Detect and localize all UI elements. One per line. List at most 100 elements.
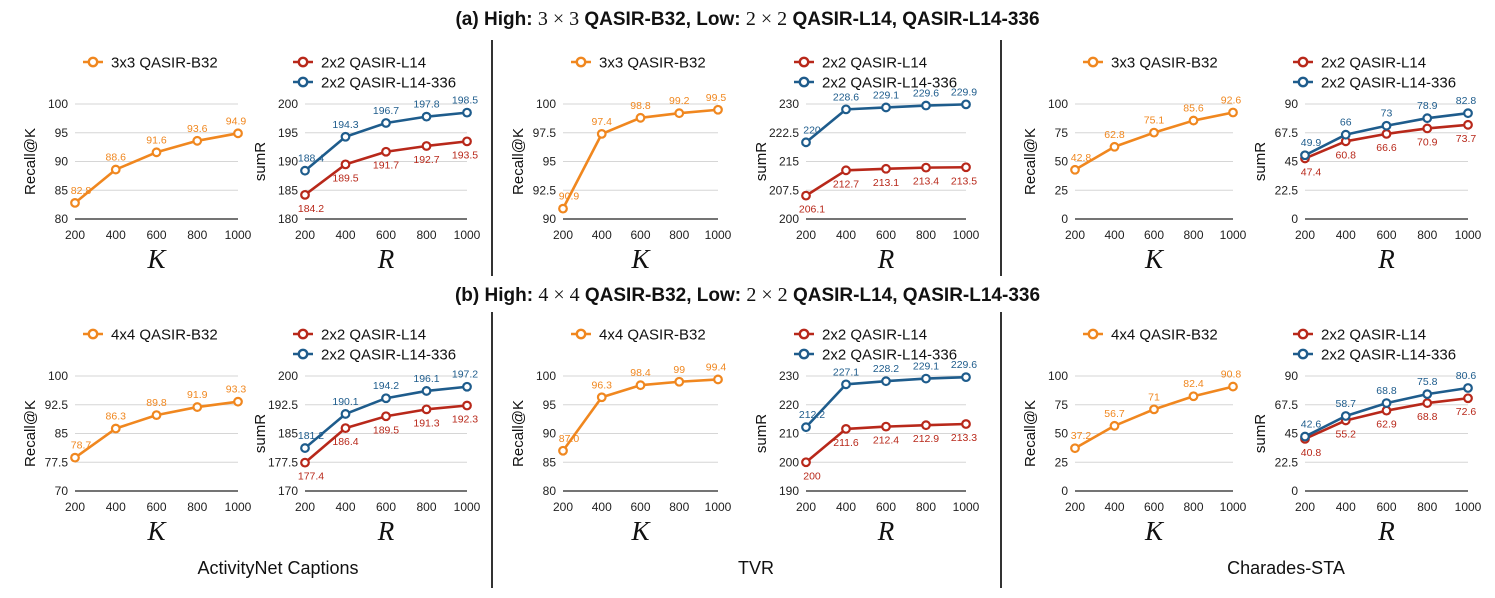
a-cha-r-series-0-label-2: 66.6 bbox=[1376, 142, 1397, 154]
b-cha-k-legend-label-0: 4x4 QASIR-B32 bbox=[1111, 327, 1218, 344]
b-tvr-k-series-0-point-4 bbox=[713, 374, 723, 385]
b-anet-k-ytick-0: 70 bbox=[55, 484, 69, 498]
a-anet-k-series-0-point-3 bbox=[192, 135, 203, 146]
a-cha-r-series-1-label-2: 73 bbox=[1381, 108, 1393, 120]
a-anet-k-series-0-label-3: 93.6 bbox=[187, 123, 208, 135]
b-anet-r-series-0-label-3: 191.3 bbox=[413, 417, 439, 429]
a-tvr-r-series-0-point-3 bbox=[921, 162, 931, 173]
b-tvr-r-xtick-0: 200 bbox=[796, 500, 816, 514]
b-cha-r-xtick-0: 200 bbox=[1295, 500, 1315, 514]
a-tvr-k-series-0-label-4: 99.5 bbox=[706, 92, 727, 104]
b-anet-r-xtick-1: 400 bbox=[335, 500, 355, 514]
b-tvr-k-legend-marker-0 bbox=[575, 328, 587, 340]
a-cha-r-series-0-label-0: 47.4 bbox=[1301, 166, 1322, 178]
divider-a-2 bbox=[1000, 40, 1002, 276]
b-tvr-r-legend-label-1: 2x2 QASIR-L14-336 bbox=[822, 347, 957, 364]
a-anet-k-xlabel: K bbox=[146, 244, 167, 274]
b-cha-r-ytick-4: 90 bbox=[1285, 369, 1299, 383]
a-cha-r-series-1-label-4: 82.8 bbox=[1456, 95, 1477, 107]
b-tvr-k-series-0-line bbox=[561, 378, 719, 452]
b-cha-k-legend-marker-0 bbox=[1087, 328, 1099, 340]
a-cha-r-xtick-2: 600 bbox=[1376, 228, 1396, 242]
a-anet-r-series-0-label-0: 184.2 bbox=[298, 203, 324, 215]
b-cha-k-ytick-1: 25 bbox=[1055, 455, 1069, 469]
a-anet-r-legend-label-0: 2x2 QASIR-L14 bbox=[321, 55, 426, 72]
b-anet-r-series-1-point-1 bbox=[340, 409, 351, 419]
a-tvr-k-ytick-0: 90 bbox=[543, 212, 557, 226]
a-cha-k-series-0-point-1 bbox=[1109, 141, 1120, 152]
a-cha-r-series-1-point-3 bbox=[1422, 113, 1433, 124]
a-cha-k-ytick-0: 0 bbox=[1061, 212, 1068, 226]
a-tvr-r-xlabel: R bbox=[877, 244, 895, 274]
b-tvr-r-series-1-label-0: 212.2 bbox=[799, 409, 825, 421]
b-cha-r-series-1-label-0: 42.6 bbox=[1301, 419, 1322, 431]
a-tvr-k-series-0-point-0 bbox=[558, 203, 568, 214]
a-cha-r-series-1-label-0: 49.9 bbox=[1301, 137, 1322, 149]
b-cha-k-series-0-label-4: 90.8 bbox=[1221, 369, 1242, 381]
a-tvr-r-series-1-point-0 bbox=[801, 137, 811, 148]
b-tvr-k-legend-label-0: 4x4 QASIR-B32 bbox=[599, 327, 706, 344]
b-cha-k-xtick-4: 1000 bbox=[1220, 500, 1247, 514]
b-anet-k-series-0-point-3 bbox=[192, 402, 203, 412]
a-tvr-k-ytick-4: 100 bbox=[536, 97, 556, 111]
a-cha-k-series-0-label-3: 85.6 bbox=[1183, 103, 1204, 115]
b-cha-r-series-1-point-3 bbox=[1422, 389, 1433, 400]
b-tvr-r-xtick-2: 600 bbox=[876, 500, 896, 514]
b-cha-k-series-0-label-2: 71 bbox=[1148, 391, 1160, 403]
b-tvr-r-series-0-label-4: 213.3 bbox=[951, 432, 977, 444]
a-tvr-r-ytick-4: 230 bbox=[779, 97, 799, 111]
a-anet-r-series-0-point-3 bbox=[421, 141, 432, 151]
a-cha-k-xtick-4: 1000 bbox=[1220, 228, 1247, 242]
b-cha-k-series-0-point-0 bbox=[1070, 443, 1080, 454]
b-cha-r-legend-label-0: 2x2 QASIR-L14 bbox=[1321, 327, 1426, 344]
b-tvr-r-series-1-point-4 bbox=[961, 372, 971, 383]
a-cha-r-xtick-3: 800 bbox=[1417, 228, 1437, 242]
a-cha-r-ytick-0: 0 bbox=[1291, 212, 1298, 226]
b-cha-r-xtick-1: 400 bbox=[1336, 500, 1356, 514]
a-tvr-k-series-0-label-0: 90.9 bbox=[559, 191, 580, 203]
b-tvr-r-series-0-point-4 bbox=[961, 419, 971, 429]
a-anet-r-ytick-4: 200 bbox=[278, 97, 298, 111]
b-cha-r-ytick-3: 67.5 bbox=[1275, 398, 1299, 412]
a-tvr-k-ytick-1: 92.5 bbox=[533, 183, 557, 197]
b-anet-r-series-1-point-3 bbox=[421, 386, 432, 396]
a-tvr-r-xtick-3: 800 bbox=[916, 228, 936, 242]
b-anet-k-xtick-2: 600 bbox=[146, 500, 166, 514]
title-a-math2: 2 × 2 bbox=[745, 8, 788, 30]
b-cha-r-xtick-2: 600 bbox=[1376, 500, 1396, 514]
b-cha-k-ytick-0: 0 bbox=[1061, 484, 1068, 498]
a-tvr-r-series-0-label-3: 213.4 bbox=[913, 176, 939, 188]
b-anet-r-series-0-label-2: 189.5 bbox=[373, 424, 399, 436]
b-tvr-k-series-0-point-1 bbox=[596, 392, 607, 403]
b-cha-r-series-0-point-3 bbox=[1422, 398, 1433, 408]
a-anet-r-series-1-label-0: 188.4 bbox=[298, 153, 324, 165]
a-anet-k-ytick-4: 100 bbox=[48, 97, 68, 111]
b-anet-r-series-1-label-3: 196.1 bbox=[413, 373, 439, 385]
a-cha-k-series-0-point-3 bbox=[1188, 115, 1199, 126]
a-anet-k-series-0-label-2: 91.6 bbox=[146, 134, 167, 146]
b-cha-r-ytick-1: 22.5 bbox=[1275, 455, 1299, 469]
b-cha-k-xtick-3: 800 bbox=[1183, 500, 1203, 514]
b-anet-r-series-1-label-0: 181.2 bbox=[298, 430, 324, 442]
a-cha-r-legend-marker-1 bbox=[1297, 76, 1309, 88]
a-anet-r-ytick-0: 180 bbox=[278, 212, 298, 226]
a-tvr-r-series-0-point-1 bbox=[841, 165, 851, 176]
a-anet-r-ytick-2: 190 bbox=[278, 155, 298, 169]
b-anet-k-ytick-2: 85 bbox=[55, 427, 69, 441]
a-cha-r-series-0-label-3: 70.9 bbox=[1417, 136, 1438, 148]
b-anet-k-xtick-3: 800 bbox=[187, 500, 207, 514]
b-tvr-r-series-0-point-1 bbox=[841, 424, 851, 434]
b-cha-r-series-0-label-3: 68.8 bbox=[1417, 411, 1438, 423]
b-tvr-r-series-0-point-3 bbox=[921, 420, 931, 431]
b-tvr-r-xtick-4: 1000 bbox=[953, 500, 980, 514]
a-tvr-k-series-0-point-3 bbox=[674, 108, 685, 119]
b-tvr-r-xtick-1: 400 bbox=[836, 500, 856, 514]
b-cha-k-series-0-label-3: 82.4 bbox=[1183, 378, 1204, 390]
a-cha-r-ytick-4: 90 bbox=[1285, 97, 1299, 111]
b-anet-k-series-0-label-2: 89.8 bbox=[146, 397, 167, 409]
a-cha-k-series-0-point-2 bbox=[1149, 127, 1159, 138]
b-anet-r-xtick-0: 200 bbox=[295, 500, 315, 514]
b-tvr-k-series-0-point-2 bbox=[635, 380, 646, 391]
a-anet-r-legend-label-1: 2x2 QASIR-L14-336 bbox=[321, 75, 456, 92]
